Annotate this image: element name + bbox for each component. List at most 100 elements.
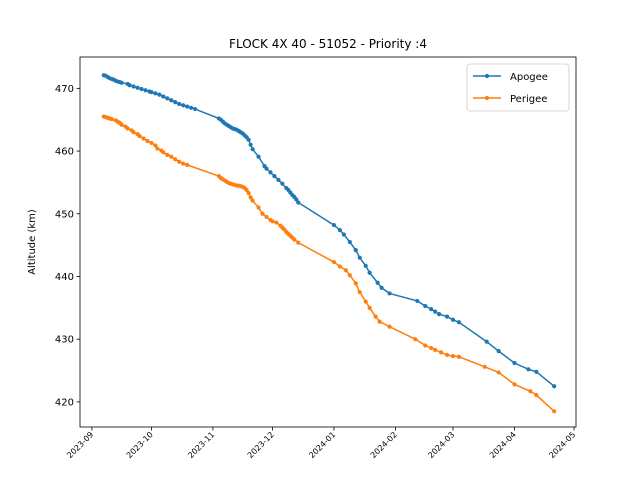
y-tick-label: 420	[55, 397, 74, 408]
y-tick-label: 440	[55, 272, 74, 283]
apogee-point	[161, 94, 166, 99]
apogee-point	[331, 222, 337, 228]
perigee-point	[155, 146, 160, 151]
perigee-point	[153, 143, 158, 148]
perigee-point	[274, 220, 279, 225]
perigee-point	[244, 187, 249, 193]
apogee-point	[127, 83, 132, 88]
perigee-point	[373, 314, 378, 319]
apogee-point	[337, 227, 342, 233]
perigee-point	[357, 290, 362, 295]
perigee-point	[512, 382, 517, 387]
perigee-point	[496, 370, 501, 375]
apogee-point	[512, 360, 517, 366]
apogee-point	[357, 255, 362, 260]
plot-frame	[79, 56, 577, 428]
apogee-point	[139, 86, 144, 92]
perigee-point	[444, 352, 450, 357]
perigee-point	[367, 305, 372, 310]
perigee-point	[270, 219, 275, 224]
apogee-point	[415, 298, 420, 304]
perigee-point	[131, 130, 136, 135]
perigee-point	[248, 195, 253, 200]
perigee-point	[353, 281, 358, 286]
perigee-point	[347, 273, 352, 278]
perigee-point	[534, 392, 539, 398]
apogee-point	[181, 103, 186, 108]
apogee-point	[534, 369, 539, 374]
perigee-point	[264, 214, 269, 220]
perigee-point	[552, 409, 557, 414]
apogee-point	[173, 100, 178, 105]
apogee-point	[153, 91, 158, 96]
y-tick-label: 470	[55, 84, 74, 95]
perigee-point	[260, 211, 265, 216]
perigee-point	[256, 205, 261, 210]
apogee-point	[177, 101, 182, 107]
apogee-point	[423, 303, 428, 309]
perigee-point	[292, 237, 297, 242]
apogee-point	[185, 104, 190, 109]
legend-apogee-label: Apogee	[510, 72, 548, 83]
perigee-point	[181, 161, 186, 166]
apogee-point	[280, 181, 285, 186]
perigee-point	[433, 347, 438, 352]
apogee-point	[296, 200, 301, 205]
apogee-point	[429, 307, 434, 312]
apogee-point	[363, 263, 368, 268]
perigee-point	[137, 133, 142, 139]
apogee-point	[433, 309, 438, 314]
apogee-point	[131, 84, 136, 89]
apogee-point	[189, 105, 194, 110]
perigee-point	[387, 324, 392, 329]
perigee-point	[423, 343, 428, 348]
perigee-point	[177, 159, 182, 164]
apogee-point	[450, 317, 456, 322]
perigee-point	[145, 138, 150, 144]
perigee-point	[141, 136, 146, 141]
apogee-point	[444, 314, 450, 319]
apogee-point	[248, 142, 253, 147]
perigee-point	[169, 154, 174, 159]
perigee-point	[331, 259, 337, 265]
perigee-point	[185, 162, 190, 167]
legend-apogee-marker	[484, 73, 490, 79]
perigee-point	[450, 354, 456, 359]
perigee-point	[429, 345, 434, 351]
perigee-point	[296, 240, 301, 245]
chart-title: FLOCK 4X 40 - 51052 - Priority :4	[229, 37, 427, 51]
apogee-point	[246, 137, 251, 142]
y-tick-label: 460	[55, 147, 74, 158]
apogee-point	[552, 384, 557, 389]
apogee-point	[387, 291, 392, 296]
perigee-point	[250, 198, 255, 203]
apogee-point	[135, 85, 140, 90]
perigee-point	[165, 152, 170, 157]
apogee-point	[341, 232, 346, 237]
apogee-point	[496, 349, 501, 354]
perigee-point	[173, 157, 178, 162]
perigee-point	[337, 264, 342, 269]
y-tick-label: 450	[55, 209, 74, 220]
apogee-point	[379, 285, 384, 290]
perigee-point	[438, 350, 444, 355]
apogee-point	[347, 239, 352, 245]
apogee-point	[268, 170, 273, 175]
perigee-point	[377, 319, 382, 324]
perigee-point	[246, 190, 251, 196]
apogee-point	[526, 367, 531, 372]
apogee-point	[456, 320, 462, 325]
perigee-point	[149, 140, 154, 146]
apogee-point	[256, 154, 261, 159]
apogee-point	[264, 166, 269, 171]
legend: Apogee Perigee	[466, 63, 570, 112]
legend-perigee-label: Perigee	[510, 94, 547, 105]
apogee-point	[143, 88, 148, 93]
perigee-point	[528, 389, 533, 394]
apogee-point	[157, 92, 162, 97]
apogee-point	[367, 270, 372, 275]
perigee-point	[413, 337, 418, 342]
apogee-point	[276, 177, 281, 183]
apogee-point	[169, 98, 174, 103]
